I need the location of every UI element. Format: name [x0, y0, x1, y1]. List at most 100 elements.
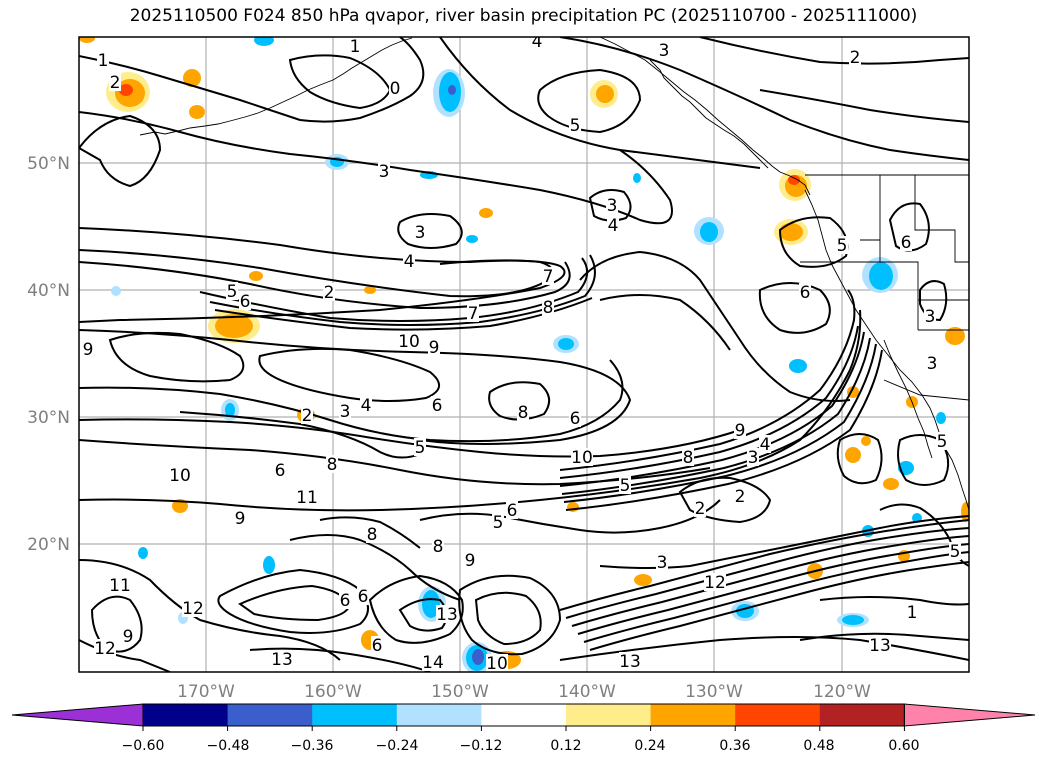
contour-label-bg [349, 37, 361, 55]
shade-blob [945, 327, 965, 345]
colorbar-segment [143, 704, 229, 726]
contour-label: 3 [927, 354, 938, 374]
contour-label: 6 [901, 233, 912, 253]
shade-blob [558, 338, 574, 350]
lon-label-170w: 170°W [177, 682, 235, 702]
longitude-labels: 170°W 160°W 150°W 140°W 130°W 120°W [177, 682, 871, 702]
contour-label: 3 [415, 223, 426, 243]
contour-label-bg [607, 216, 619, 234]
contour-label: 2 [324, 283, 335, 303]
contour-line [559, 37, 969, 161]
contour-line [249, 647, 431, 672]
contour-label: 14 [422, 653, 444, 673]
contour-line [79, 418, 741, 458]
contour-label: 5 [227, 282, 238, 302]
contour-label: 12 [94, 639, 116, 659]
contour-label: 2 [735, 487, 746, 507]
contour-label-bg [371, 636, 383, 654]
contour-label-bg [239, 292, 251, 310]
contour-label: 13 [619, 652, 641, 672]
contour-label-bg [542, 298, 554, 316]
contour-label-bg [94, 639, 116, 657]
contour-label-bg [339, 402, 351, 420]
contour-line [565, 527, 969, 619]
shade-blob [479, 208, 493, 218]
contour-label: 2 [695, 499, 706, 519]
contour-line [836, 433, 883, 485]
contour-label: 6 [507, 501, 518, 521]
contour-label: 3 [659, 41, 670, 61]
contour-label-bg [366, 525, 378, 543]
lon-label-160w: 160°W [304, 682, 362, 702]
contour-label-bg [274, 461, 286, 479]
shade-blob [869, 262, 893, 290]
colorbar-segment [227, 704, 313, 726]
shade-blob [215, 314, 253, 338]
contour-line [474, 591, 542, 646]
shade-blob [119, 84, 133, 96]
contour-label: 8 [327, 455, 338, 475]
contour-line [559, 289, 856, 471]
colorbar-tick: −0.36 [291, 738, 334, 754]
shade-blob [789, 359, 807, 373]
contour-line [79, 309, 862, 512]
colorbar-tick: 0.36 [719, 738, 750, 754]
contour-line [588, 189, 632, 222]
contour-label-bg [924, 307, 936, 325]
contour-line [897, 434, 950, 486]
shade-blob [111, 286, 121, 296]
shade-blob [634, 574, 652, 586]
plot-title: 2025110500 F024 850 hPa qvapor, river ba… [129, 6, 918, 26]
contour-label-bg [949, 542, 961, 560]
contour-line [439, 37, 761, 169]
contour-label-bg [936, 432, 948, 450]
shade-blob [138, 547, 148, 559]
shade-blob [883, 478, 899, 490]
colorbar-extend-high [903, 703, 1036, 727]
contour-line [559, 331, 865, 487]
contour-label-bg [109, 73, 121, 91]
contour-label: 9 [735, 421, 746, 441]
contour-label-bg [467, 304, 479, 322]
shade-blob [936, 412, 946, 424]
contour-line [108, 331, 245, 383]
contour-line [288, 54, 392, 110]
contour-label-bg [234, 509, 246, 527]
contour-label: 6 [372, 636, 383, 656]
contour-label: 4 [404, 252, 415, 272]
contour-label-bg [82, 340, 94, 358]
contour-label-bg [569, 116, 581, 134]
colorbar-tick: 0.48 [803, 738, 834, 754]
shade-blob [845, 447, 861, 463]
contour-label: 7 [543, 267, 554, 287]
contour-label-bg [428, 338, 440, 356]
contour-label: 2 [850, 48, 861, 68]
contour-label-bg [360, 396, 372, 414]
contour-label-bg [799, 283, 811, 301]
contour-line [397, 213, 463, 249]
contour-label: 13 [271, 650, 293, 670]
lon-label-150w: 150°W [431, 682, 489, 702]
contour-line [583, 551, 969, 643]
contour-label: 5 [570, 116, 581, 136]
contour-label-bg [542, 267, 554, 285]
contour-label-bg [926, 354, 938, 372]
contour-label: 6 [275, 461, 286, 481]
contour-line [488, 381, 551, 421]
colorbar-tick: 0.60 [888, 738, 919, 754]
contour-label-bg [226, 282, 238, 300]
contour-label-bg [492, 513, 504, 531]
lat-label-40n: 40°N [27, 281, 70, 301]
baja-coastline [883, 339, 933, 459]
aleutian-coastline [139, 37, 413, 136]
contour-label: 9 [83, 340, 94, 360]
contour-label-bg [122, 627, 134, 645]
shade-blob [364, 286, 376, 294]
shade-blob [788, 175, 800, 185]
latitude-labels: 50°N 40°N 30°N 20°N [27, 154, 70, 555]
contour-label: 9 [429, 338, 440, 358]
contour-line [559, 519, 969, 611]
contour-label: 6 [800, 283, 811, 303]
contour-line [577, 543, 969, 635]
contour-label-bg [486, 654, 508, 672]
